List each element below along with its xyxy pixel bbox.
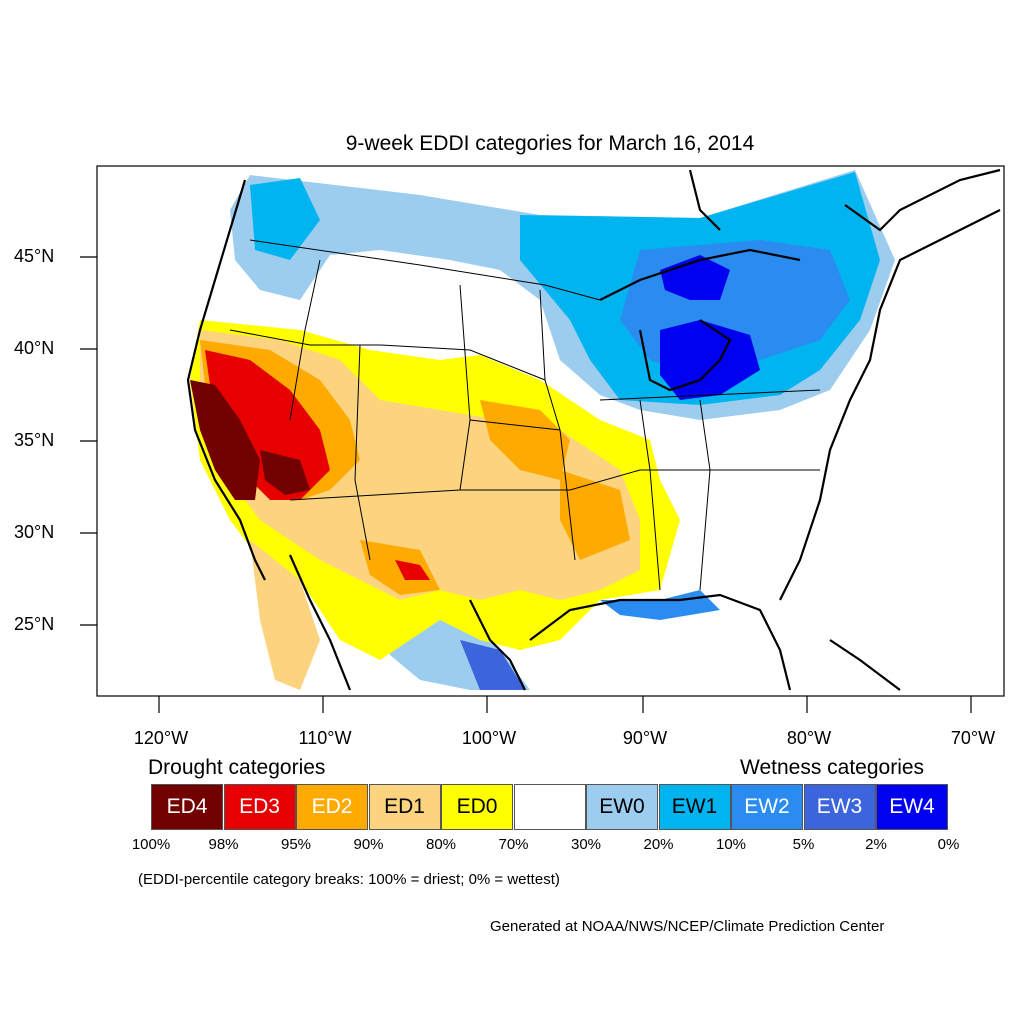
legend-swatch-ed3: ED3 bbox=[223, 784, 296, 830]
legend-swatch-ew3: EW3 bbox=[803, 784, 876, 830]
lon-tick-label: 120°W bbox=[133, 728, 189, 748]
percent-break-label: 5% bbox=[792, 836, 815, 853]
wetness-ew4-region bbox=[660, 255, 730, 300]
lat-tick-label: 35°N bbox=[14, 430, 55, 450]
percent-break-label: 10% bbox=[715, 836, 747, 853]
lon-tick-label: 110°W bbox=[298, 728, 352, 748]
percent-break-label: 20% bbox=[643, 836, 674, 853]
legend-swatch-ew0: EW0 bbox=[586, 784, 658, 830]
lon-tick-label: 90°W bbox=[622, 728, 668, 748]
legend-swatch-normal bbox=[513, 784, 586, 830]
percent-break-label: 30% bbox=[570, 836, 602, 853]
legend-swatch-ew4: EW4 bbox=[876, 784, 948, 830]
drought-categories-heading: Drought categories bbox=[148, 756, 326, 779]
legend-swatch-ed4: ED4 bbox=[151, 784, 223, 830]
lat-tick-label: 45°N bbox=[14, 246, 55, 266]
percent-break-label: 2% bbox=[865, 836, 887, 853]
lon-tick-label: 70°W bbox=[950, 728, 996, 748]
lat-tick-label: 40°N bbox=[14, 338, 55, 358]
credit-line: Generated at NOAA/NWS/NCEP/Climate Predi… bbox=[490, 918, 885, 935]
lat-tick-label: 30°N bbox=[14, 522, 55, 542]
legend-swatch-ew2: EW2 bbox=[731, 784, 803, 830]
lat-tick-label: 25°N bbox=[14, 614, 55, 634]
percent-break-label: 90% bbox=[353, 836, 384, 853]
lon-tick-label: 100°W bbox=[461, 728, 517, 748]
map-frame bbox=[96, 165, 1005, 697]
map-title: 9-week EDDI categories for March 16, 201… bbox=[345, 132, 755, 155]
lon-tick-label: 80°W bbox=[786, 728, 832, 748]
legend-swatch-ed0: ED0 bbox=[441, 784, 513, 830]
legend-swatch-ew1: EW1 bbox=[658, 784, 731, 830]
drought-ed4-region bbox=[190, 380, 260, 500]
percent-break-label: 80% bbox=[425, 836, 457, 853]
wetness-categories-heading: Wetness categories bbox=[740, 756, 925, 779]
percent-break-label: 100% bbox=[131, 836, 171, 853]
category-breaks-note: (EDDI-percentile category breaks: 100% =… bbox=[138, 871, 560, 888]
percent-break-label: 70% bbox=[498, 836, 529, 853]
legend-swatch-ed2: ED2 bbox=[296, 784, 368, 830]
legend-swatch-ed1: ED1 bbox=[368, 784, 441, 830]
percent-break-label: 98% bbox=[208, 836, 239, 853]
percent-break-label: 95% bbox=[280, 836, 312, 853]
percent-break-label: 0% bbox=[937, 836, 960, 853]
